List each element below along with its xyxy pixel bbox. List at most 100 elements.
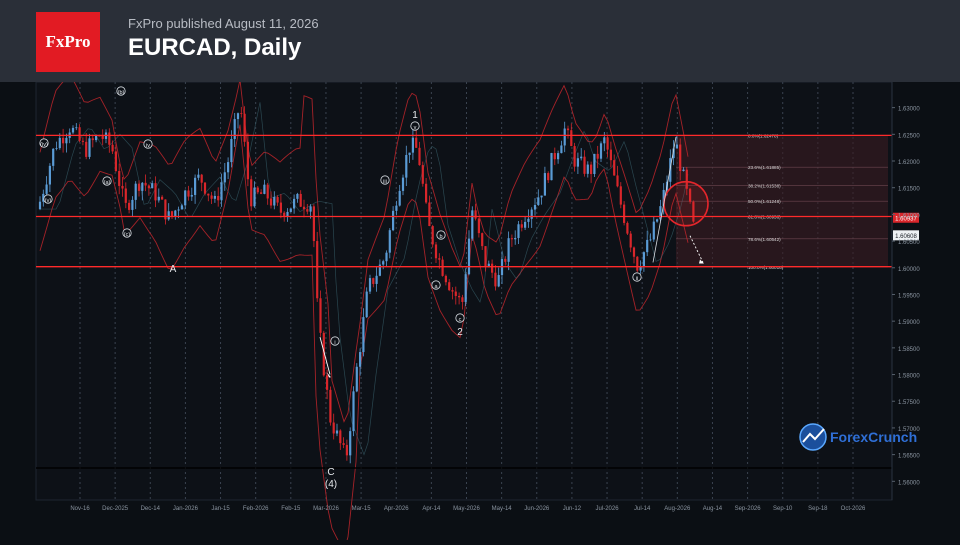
wave-label-circle (122, 228, 132, 238)
candle-body (276, 197, 279, 203)
candle-body (629, 233, 632, 248)
candle-body (586, 164, 589, 174)
trend-line (652, 136, 677, 263)
y-tick-label: 1.57500 (898, 400, 920, 406)
candle-body (533, 205, 537, 210)
candle-body (48, 165, 51, 185)
candle-body (543, 173, 546, 196)
y-tick-label: 1.59000 (898, 320, 920, 326)
candle-body (494, 272, 497, 287)
candle-body (395, 205, 398, 211)
candle-body (309, 206, 312, 212)
y-tick-label: 1.56000 (898, 480, 920, 486)
candle-body (626, 222, 629, 234)
candle-body (108, 132, 111, 145)
fib-level-label: 61.8%(1.60956) (748, 215, 781, 220)
y-tick-label: 1.61500 (898, 187, 920, 193)
candle-body (507, 238, 510, 262)
candle-body (210, 195, 213, 199)
eurcad-daily-chart[interactable]: 0.0%(1.62478)23.6%(1.61885)38.2%(1.61538… (0, 75, 960, 545)
chart-area[interactable]: 0.0%(1.62478)23.6%(1.61885)38.2%(1.61538… (0, 75, 960, 545)
candle-body (335, 430, 339, 434)
candle-body (599, 143, 603, 159)
wave-label: (v) (45, 198, 52, 204)
candle-body (372, 278, 375, 284)
candle-body (296, 193, 299, 199)
y-tick-label: 1.58000 (898, 374, 920, 380)
wave-label: A (170, 264, 177, 275)
candle-body (91, 138, 94, 141)
candle-body (187, 190, 190, 197)
y-tick-label: 1.63000 (898, 107, 920, 113)
candle-body (365, 291, 368, 318)
y-tick-label: 1.57000 (898, 427, 920, 433)
candle-body (52, 148, 55, 166)
candle-body (329, 389, 332, 423)
candle-body (81, 140, 84, 142)
candle-body (141, 182, 144, 191)
candle-body (632, 247, 636, 257)
impulse-arrow-line (319, 337, 331, 375)
price-tag-label: 1.60608 (895, 234, 917, 240)
candle-body (392, 210, 395, 231)
candle-body (517, 224, 520, 238)
candle-body (289, 208, 292, 212)
candle-body (662, 189, 665, 207)
candle-body (293, 198, 296, 209)
y-tick-label: 1.61000 (898, 213, 920, 219)
candle-body (75, 127, 78, 129)
candle-body (425, 183, 428, 203)
candle-body (652, 221, 655, 240)
candle-body (553, 153, 556, 160)
fib-level-label: 38.2%(1.61538) (748, 184, 781, 189)
candle-body (273, 197, 276, 206)
candle-body (636, 256, 639, 271)
candle-body (355, 366, 358, 392)
wave-label: (4) (325, 479, 337, 490)
candle-body (345, 444, 348, 456)
candle-body (38, 201, 42, 210)
candle-body (679, 144, 682, 172)
forexcrunch-watermark: ForexCrunch (799, 423, 917, 451)
candle-body (471, 210, 474, 239)
fxpro-logo: FxPro (36, 12, 100, 72)
wave-label: iv (146, 143, 150, 149)
candle-body (514, 237, 517, 240)
x-tick-label: Jun-12 (563, 506, 582, 512)
wave-label-circle (143, 139, 153, 149)
candle-body (260, 192, 263, 194)
candle-body (253, 187, 256, 207)
candle-body (111, 144, 114, 152)
wave-label-circle (410, 121, 420, 131)
wave-label-circle (43, 194, 53, 204)
candle-body (530, 209, 533, 219)
candle-body (121, 185, 124, 189)
candle-body (194, 177, 197, 195)
candle-body (656, 219, 659, 222)
candle-body (609, 149, 612, 161)
candle-body (217, 195, 220, 201)
price-tag-label: 1.60937 (895, 216, 917, 222)
candle-body (286, 211, 289, 217)
published-date: FxPro published August 11, 2026 (128, 16, 319, 31)
candle-body (382, 261, 385, 265)
candle-body (55, 148, 58, 149)
x-tick-label: Jul-2026 (596, 506, 620, 512)
candle-body (616, 175, 619, 187)
wave-label: c (459, 317, 462, 323)
x-tick-label: Nov-16 (70, 506, 90, 512)
x-tick-label: Mar-15 (352, 506, 372, 512)
candle-body (207, 193, 210, 196)
x-tick-label: Apr-2026 (384, 506, 409, 512)
candle-body (590, 164, 593, 175)
candle-body (62, 137, 65, 144)
impulse-arrowhead (327, 372, 331, 378)
candle-body (491, 263, 494, 273)
candle-body (269, 198, 273, 206)
fib-level-label: 100.0%(1.60016) (748, 265, 784, 270)
candle-body (401, 177, 405, 191)
y-tick-label: 1.60500 (898, 240, 920, 246)
candle-body (316, 241, 319, 299)
header-bar: FxPro FxPro published August 11, 2026 EU… (0, 0, 960, 82)
wave-label: (b) (118, 90, 125, 96)
